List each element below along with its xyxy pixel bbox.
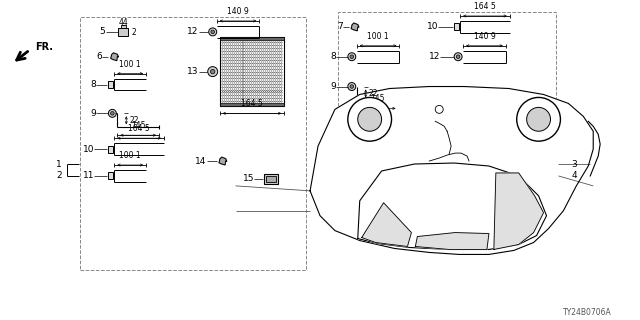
Circle shape [348,53,356,61]
Polygon shape [351,23,359,31]
Bar [108,172,113,180]
Text: 145: 145 [371,94,385,103]
Text: 22: 22 [129,116,139,125]
Text: FR.: FR. [35,42,53,52]
Bar [338,12,556,176]
Bar [264,174,278,184]
Text: 5: 5 [100,28,106,36]
Text: 2: 2 [56,172,61,180]
Text: 8: 8 [91,80,97,89]
Polygon shape [358,163,547,250]
Bar [79,17,306,270]
Circle shape [111,112,114,115]
Circle shape [358,108,381,131]
Bar [118,28,128,36]
Text: 4: 4 [572,172,577,180]
Text: 13: 13 [188,67,199,76]
Text: 12: 12 [188,28,199,36]
Bar [108,81,113,88]
Text: 7: 7 [337,22,343,31]
Polygon shape [415,233,489,250]
Bar [108,146,113,153]
Text: 15: 15 [243,174,255,183]
Text: 164 5: 164 5 [474,2,496,11]
Text: 164 5: 164 5 [241,100,263,108]
Text: 12: 12 [429,52,440,61]
Polygon shape [111,53,118,60]
Text: 100 1: 100 1 [120,60,141,68]
Text: TY24B0706A: TY24B0706A [563,308,612,316]
Bar [220,37,284,106]
Circle shape [454,53,462,61]
Circle shape [108,109,116,117]
Text: 22: 22 [369,89,378,98]
Bar [266,176,276,182]
Text: 1: 1 [56,159,61,169]
Bar [220,37,284,40]
Circle shape [211,69,215,74]
Text: 3: 3 [572,159,577,169]
Text: 10: 10 [83,145,95,154]
Circle shape [527,108,550,131]
Text: 145: 145 [131,121,145,130]
Text: 100 1: 100 1 [367,32,389,41]
Circle shape [211,30,214,34]
Circle shape [348,98,392,141]
Bar [122,25,126,28]
Text: 140 9: 140 9 [227,7,249,16]
Text: 9: 9 [91,109,97,118]
Text: 100 1: 100 1 [120,151,141,160]
Text: 44: 44 [118,19,128,28]
Text: 11: 11 [83,172,95,180]
Polygon shape [362,203,412,246]
Circle shape [456,55,460,59]
Bar [220,103,284,106]
Circle shape [208,67,218,76]
Text: 8: 8 [330,52,336,61]
Bar [454,23,459,30]
Circle shape [209,28,217,36]
Circle shape [350,55,353,59]
Circle shape [516,98,561,141]
Text: 2: 2 [131,28,136,37]
Circle shape [348,83,356,91]
Text: 140 9: 140 9 [474,32,495,41]
Polygon shape [310,86,593,254]
Text: 14: 14 [195,156,207,165]
Circle shape [350,85,353,88]
Circle shape [435,105,443,113]
Text: 9: 9 [330,82,336,91]
Text: 6: 6 [97,52,102,61]
Text: 164 5: 164 5 [128,124,150,133]
Polygon shape [219,157,227,165]
Text: 10: 10 [427,22,438,31]
Polygon shape [494,173,543,250]
